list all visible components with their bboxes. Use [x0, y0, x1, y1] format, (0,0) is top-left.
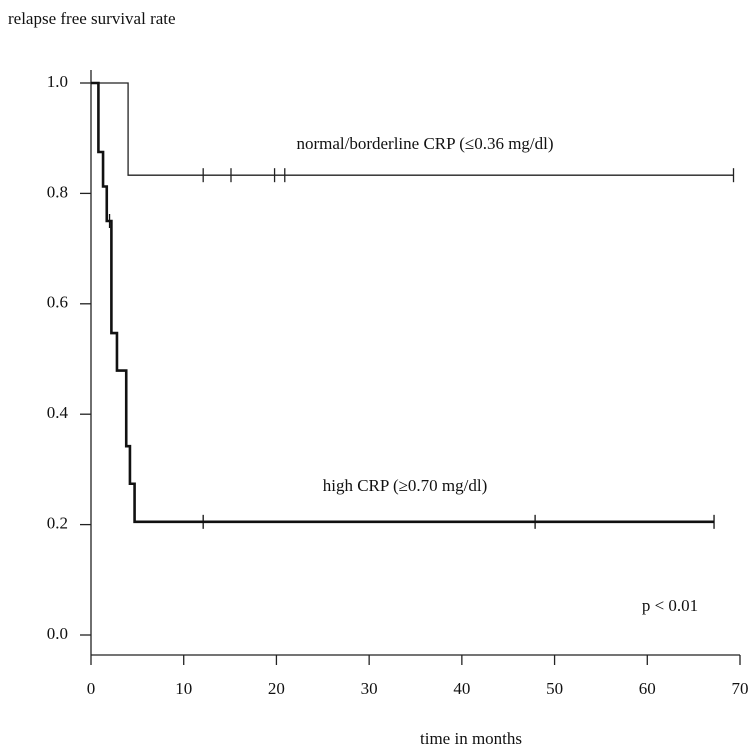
y-tick-label: 0.0: [47, 624, 68, 643]
chart-title: relapse free survival rate: [8, 9, 176, 28]
y-tick-label: 0.6: [47, 293, 68, 312]
y-tick-label: 0.4: [47, 403, 69, 422]
series-label: high CRP (≥0.70 mg/dl): [323, 476, 488, 495]
x-tick-label: 70: [732, 679, 749, 698]
x-tick-label: 10: [175, 679, 192, 698]
p-value: p < 0.01: [642, 596, 698, 615]
x-tick-label: 20: [268, 679, 285, 698]
x-tick-label: 30: [361, 679, 378, 698]
survival-curve: [91, 82, 734, 176]
survival-curve: [91, 81, 715, 524]
x-axis-label: time in months: [420, 729, 522, 748]
x-tick-label: 40: [453, 679, 470, 698]
y-tick-label: 0.2: [47, 514, 68, 533]
x-tick-label: 0: [87, 679, 96, 698]
y-tick-label: 0.8: [47, 182, 68, 201]
y-tick-label: 1.0: [47, 72, 68, 91]
series-label: normal/borderline CRP (≤0.36 mg/dl): [296, 134, 553, 153]
x-tick-label: 60: [639, 679, 656, 698]
x-tick-label: 50: [546, 679, 563, 698]
